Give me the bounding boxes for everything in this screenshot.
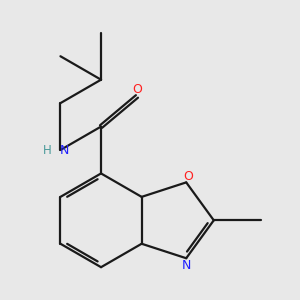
Text: O: O [132,83,142,96]
Text: N: N [182,259,191,272]
Text: H: H [43,143,52,157]
Text: N: N [59,143,69,157]
Text: O: O [184,170,194,183]
